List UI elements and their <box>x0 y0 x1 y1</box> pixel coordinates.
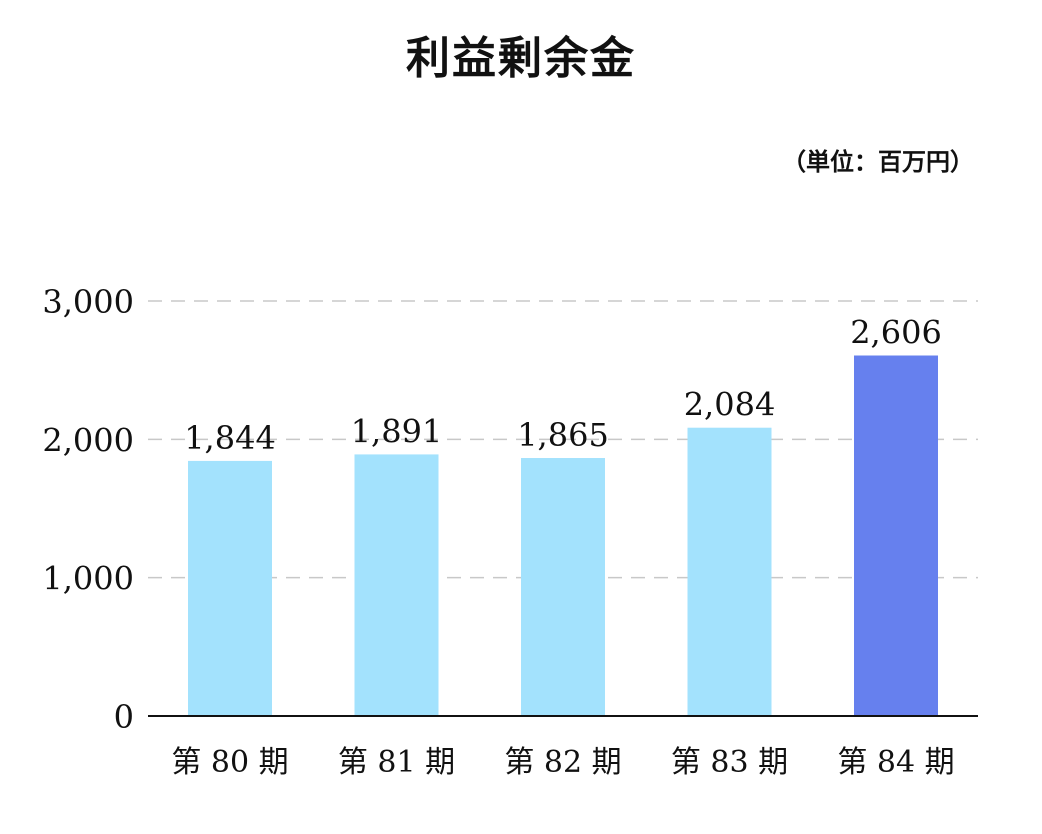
bar-value-label: 1,891 <box>351 412 443 450</box>
bar <box>354 454 439 716</box>
y-tick-label: 2,000 <box>42 421 134 459</box>
y-axis-ticks: 0 1,000 2,000 3,000 <box>42 283 134 736</box>
x-axis-ticks: 第 80 期 第 81 期 第 82 期 第 83 期 第 84 期 <box>171 745 954 780</box>
x-tick-label: 第 84 期 <box>837 745 954 780</box>
bar <box>188 460 272 716</box>
bars <box>188 355 938 716</box>
bar <box>687 427 772 716</box>
bar <box>521 458 605 716</box>
value-labels: 1,844 1,891 1,865 2,084 2,606 <box>184 314 942 457</box>
x-tick-label: 第 81 期 <box>338 745 455 780</box>
bar <box>854 355 938 716</box>
x-tick-label: 第 80 期 <box>171 745 288 780</box>
bar-value-label: 1,865 <box>517 416 609 454</box>
y-tick-label: 0 <box>114 698 134 736</box>
bar-value-label: 2,084 <box>684 386 776 424</box>
bar-value-label: 2,606 <box>850 314 942 352</box>
chart-title: 利益剰余金 <box>406 33 636 84</box>
x-tick-label: 第 82 期 <box>504 745 621 780</box>
unit-label: （単位：百万円） <box>782 147 974 176</box>
bar-value-label: 1,844 <box>184 419 276 457</box>
y-tick-label: 3,000 <box>42 283 134 321</box>
y-tick-label: 1,000 <box>42 560 134 598</box>
x-tick-label: 第 83 期 <box>671 745 788 780</box>
